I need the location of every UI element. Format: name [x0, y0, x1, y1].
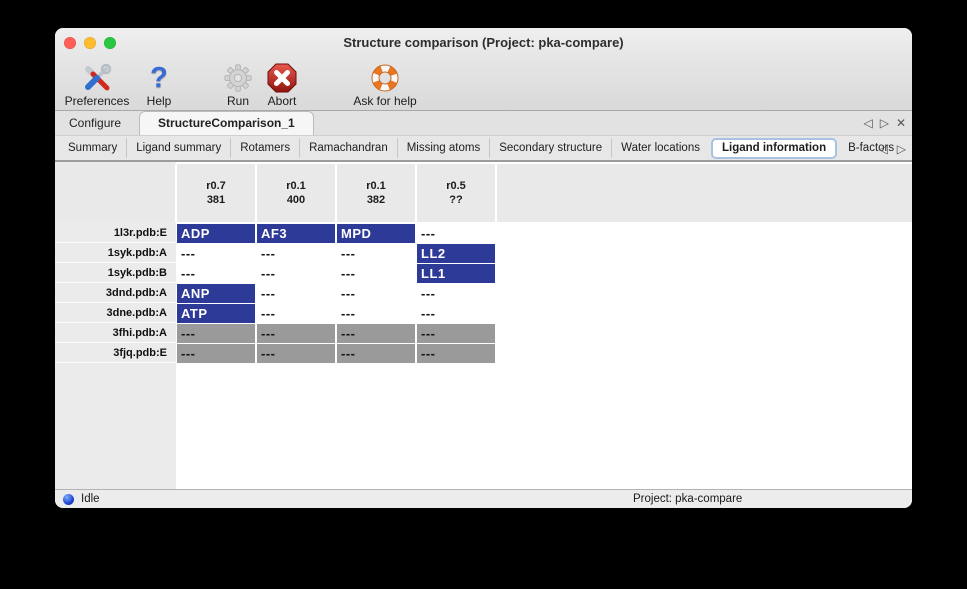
row-label: 3fhi.pdb:A — [55, 324, 176, 343]
main-tab-nav: ◁ ▷ ✕ — [863, 111, 906, 136]
minimize-window-icon[interactable] — [84, 37, 96, 49]
table-cell[interactable]: --- — [337, 264, 415, 283]
status-bar: Idle Project: pka-compare — [55, 489, 912, 508]
column-separator — [415, 164, 417, 222]
table-cell[interactable]: --- — [417, 224, 495, 243]
table-cell[interactable]: --- — [337, 304, 415, 323]
table-cell[interactable]: ADP — [177, 224, 255, 243]
table-cell[interactable]: AF3 — [257, 224, 335, 243]
table-cell[interactable]: LL1 — [417, 264, 495, 283]
status-indicator-icon — [63, 494, 74, 505]
main-tab-bar: Configure StructureComparison_1 ◁ ▷ ✕ — [55, 111, 912, 136]
abort-label: Abort — [267, 94, 297, 108]
column-separator — [335, 164, 337, 222]
report-tab-nav: ◁ ▷ — [879, 136, 906, 162]
column-header-1: r0.7 381 — [206, 180, 226, 206]
table-cell[interactable]: --- — [257, 264, 335, 283]
life-ring-icon — [369, 61, 401, 94]
column-header-2: r0.1 400 — [286, 180, 306, 206]
table-cell[interactable]: ATP — [177, 304, 255, 323]
tab-ligand-summary[interactable]: Ligand summary — [126, 138, 230, 158]
ligand-information-table: r0.7 381 r0.1 400 r0.1 382 r0.5?? 1l3r.pdb:… — [55, 162, 912, 489]
question-mark-icon: ? — [150, 61, 168, 94]
gear-icon — [223, 61, 253, 94]
preferences-button[interactable]: Preferences — [61, 61, 133, 108]
status-text: Idle — [81, 493, 100, 505]
table-header-band — [55, 164, 912, 222]
column-separator — [495, 164, 497, 222]
row-label: 1syk.pdb:A — [55, 244, 176, 263]
ask-for-help-label: Ask for help — [353, 94, 417, 108]
tab-missing-atoms[interactable]: Missing atoms — [396, 138, 490, 158]
tab-structure-comparison-1[interactable]: StructureComparison_1 — [139, 111, 314, 135]
row-label: 3dnd.pdb:A — [55, 284, 176, 303]
row-label: 1syk.pdb:B — [55, 264, 176, 283]
project-name: Project: pka-compare — [633, 493, 743, 505]
table-cell[interactable]: --- — [337, 344, 415, 363]
stop-x-icon — [266, 61, 298, 94]
tab-configure[interactable]: Configure — [69, 116, 122, 130]
table-cell[interactable]: --- — [257, 324, 335, 343]
table-cell[interactable]: --- — [417, 324, 495, 343]
table-cell[interactable]: --- — [257, 284, 335, 303]
toolbar: Preferences ? Help — [55, 58, 912, 111]
table-cell[interactable]: ANP — [177, 284, 255, 303]
row-label: 1l3r.pdb:E — [55, 224, 176, 243]
tab-ramachandran[interactable]: Ramachandran — [299, 138, 397, 158]
tools-icon — [81, 61, 113, 94]
traffic-lights — [64, 37, 116, 49]
table-cell[interactable]: --- — [417, 304, 495, 323]
app-window: Structure comparison (Project: pka-compa… — [55, 28, 912, 508]
tab-ligand-information[interactable]: Ligand information — [710, 137, 838, 159]
table-cell[interactable]: --- — [177, 244, 255, 263]
tab-scroll-right-icon[interactable]: ▷ — [879, 116, 889, 130]
table-cell[interactable]: --- — [177, 324, 255, 343]
title-bar: Structure comparison (Project: pka-compa… — [55, 28, 912, 58]
table-cell[interactable]: --- — [177, 264, 255, 283]
table-cell[interactable]: --- — [257, 304, 335, 323]
column-separator — [175, 164, 177, 222]
table-cell[interactable]: --- — [257, 244, 335, 263]
table-cell[interactable]: --- — [417, 344, 495, 363]
preferences-label: Preferences — [64, 94, 130, 108]
help-label: Help — [146, 94, 172, 108]
row-label: 3fjq.pdb:E — [55, 344, 176, 363]
tab-b-factors[interactable]: B-factors — [848, 142, 895, 154]
tab-water-locations[interactable]: Water locations — [611, 138, 709, 158]
column-header-3: r0.1 382 — [366, 180, 386, 206]
tab-secondary-structure[interactable]: Secondary structure — [489, 138, 611, 158]
table-cell[interactable]: MPD — [337, 224, 415, 243]
help-button[interactable]: ? Help — [141, 61, 177, 109]
row-label: 3dne.pdb:A — [55, 304, 176, 323]
tab-close-icon[interactable]: ✕ — [895, 116, 906, 130]
table-cell[interactable]: --- — [337, 324, 415, 343]
zoom-window-icon[interactable] — [104, 37, 116, 49]
window-title: Structure comparison (Project: pka-compa… — [343, 35, 624, 50]
close-window-icon[interactable] — [64, 37, 76, 49]
table-cell[interactable]: LL2 — [417, 244, 495, 263]
table-cell[interactable]: --- — [417, 284, 495, 303]
table-cell[interactable]: --- — [257, 344, 335, 363]
report-tab-bar: Summary Ligand summary Rotamers Ramachan… — [55, 136, 912, 162]
tab-summary[interactable]: Summary — [68, 142, 118, 154]
column-header-4: r0.5?? — [446, 180, 466, 206]
tab-rotamers[interactable]: Rotamers — [230, 138, 299, 158]
tab-scroll-left-icon[interactable]: ◁ — [863, 116, 873, 130]
table-cell[interactable]: --- — [337, 244, 415, 263]
run-label: Run — [226, 94, 249, 108]
column-separator — [255, 164, 257, 222]
subtab-scroll-right-icon[interactable]: ▷ — [896, 142, 906, 156]
abort-button[interactable]: Abort — [261, 61, 303, 108]
subtab-scroll-left-icon[interactable]: ◁ — [878, 142, 888, 156]
table-cell[interactable]: --- — [177, 344, 255, 363]
table-cell[interactable]: --- — [337, 284, 415, 303]
ask-for-help-button[interactable]: Ask for help — [345, 61, 425, 108]
run-button[interactable]: Run — [221, 61, 255, 108]
